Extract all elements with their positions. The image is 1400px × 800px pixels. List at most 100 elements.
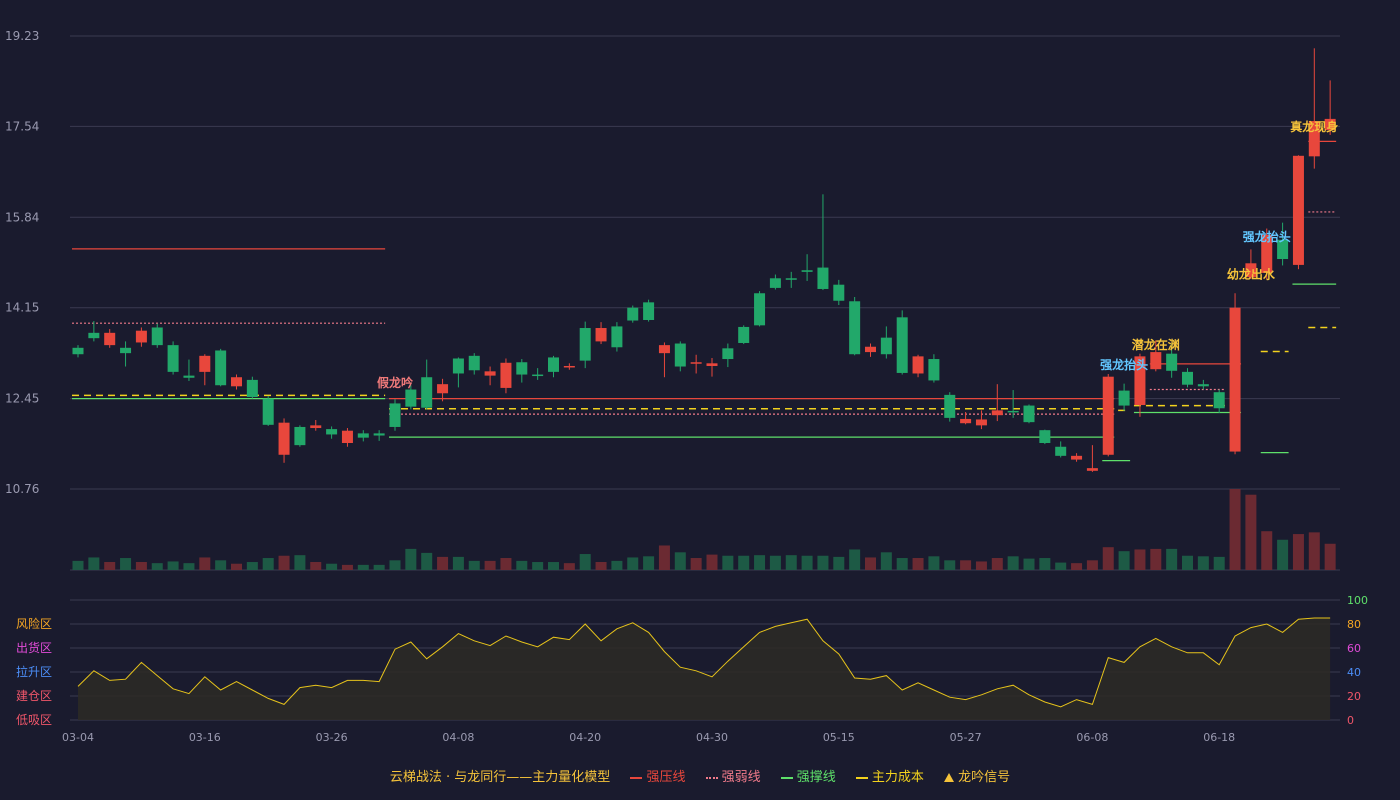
volume-bar	[896, 558, 908, 570]
candle-body	[1071, 455, 1083, 460]
volume-bar	[484, 560, 496, 570]
volume-bar	[135, 562, 147, 570]
volume-bar	[278, 555, 290, 570]
volume-bar	[865, 557, 876, 570]
dashed-line-icon	[855, 776, 868, 779]
volume-bar	[1023, 558, 1035, 570]
candle-body	[1261, 234, 1273, 273]
candle-body	[1245, 263, 1257, 278]
legend-support[interactable]: 强撑线	[780, 766, 836, 785]
legend-signal[interactable]: 龙吟信号	[944, 766, 1010, 785]
candle-body	[246, 379, 258, 398]
candle-body	[1308, 121, 1320, 157]
volume-bar	[151, 563, 163, 570]
candle-body	[373, 433, 385, 436]
volume-bar	[1150, 548, 1162, 570]
volume-bar	[944, 560, 956, 570]
volume-bar	[246, 562, 258, 570]
candle-body	[706, 363, 718, 366]
volume-bar	[1308, 532, 1320, 570]
candle-body	[231, 377, 242, 387]
oscillator-zone-label: 建仓区	[16, 689, 52, 703]
volume-bar	[262, 558, 274, 570]
volume-bar	[1229, 489, 1241, 570]
candle-body	[468, 355, 480, 371]
volume-bar	[183, 563, 195, 570]
legend-strong-pressure[interactable]: 强压线	[630, 766, 685, 785]
candle-body	[326, 429, 338, 435]
volume-bar	[405, 548, 417, 570]
volume-bars	[72, 489, 1336, 570]
volume-bar	[341, 564, 353, 570]
candle-body	[754, 293, 766, 326]
candle-body	[1086, 468, 1098, 471]
volume-bar	[1055, 562, 1067, 570]
volume-bar	[849, 549, 861, 570]
volume-bar	[88, 557, 100, 570]
legend-support-label: 强撑线	[796, 770, 836, 785]
candle-body	[500, 362, 512, 388]
date-tick-label: 06-18	[1203, 731, 1235, 744]
candle-body	[563, 365, 575, 368]
volume-bar	[611, 560, 623, 570]
candle-body	[151, 327, 163, 346]
chart-legend: 云梯战法 · 与龙同行——主力量化模型 强压线 强弱线 强撑线 主力成本 龙吟信…	[0, 766, 1400, 785]
candle-body	[1150, 352, 1162, 370]
volume-bar	[1118, 551, 1130, 570]
volume-bar	[769, 555, 781, 570]
candle-body	[960, 418, 972, 424]
candle-body	[991, 410, 1003, 416]
candle-body	[1292, 155, 1304, 265]
candle-body	[1229, 307, 1241, 452]
candle-body	[437, 384, 449, 394]
candle-body	[199, 355, 211, 372]
volume-bar	[722, 555, 734, 570]
volume-bar	[801, 555, 813, 570]
volume-bar	[1292, 534, 1304, 570]
volume-bar	[1102, 547, 1114, 570]
candle-body	[1197, 384, 1209, 387]
legend-main-cost-label: 主力成本	[871, 770, 924, 785]
candle-body	[579, 328, 591, 361]
oscillator-tick-label: 20	[1347, 690, 1361, 703]
volume-bar	[754, 555, 766, 570]
candle-body	[341, 430, 353, 444]
candle-body	[1007, 410, 1019, 413]
dotted-line-icon	[705, 776, 718, 779]
candle-body	[1166, 353, 1178, 371]
candle-body	[357, 433, 369, 438]
candle-body	[484, 371, 496, 376]
candle-body	[452, 358, 464, 374]
volume-bar	[1071, 563, 1083, 570]
volume-bar	[1197, 556, 1209, 570]
candle-body	[769, 278, 781, 288]
candle-body	[627, 307, 639, 321]
volume-bar	[516, 560, 528, 570]
volume-bar	[199, 557, 211, 570]
price-axis-labels: 19.23 17.54 15.84 14.15 12.45 10.76	[5, 29, 39, 496]
price-tick-label: 12.45	[5, 392, 39, 406]
candle-body	[88, 332, 100, 339]
candle-body	[880, 337, 892, 355]
date-tick-label: 04-30	[696, 731, 728, 744]
volume-bar	[1324, 543, 1336, 570]
signal-label: 潜龙在渊	[1132, 337, 1180, 352]
candle-body	[785, 278, 797, 280]
volume-bar	[1277, 539, 1289, 570]
legend-weak[interactable]: 强弱线	[705, 766, 761, 785]
price-tick-label: 19.23	[5, 29, 39, 43]
oscillator-area	[78, 618, 1331, 720]
candle-body	[183, 375, 195, 378]
candle-body	[690, 362, 702, 364]
legend-main-cost[interactable]: 主力成本	[855, 766, 924, 785]
volume-bar	[452, 556, 464, 570]
candle-body	[516, 362, 528, 375]
candle-body	[801, 270, 813, 272]
volume-bar	[1007, 556, 1019, 570]
volume-bar	[991, 558, 1003, 570]
candle-body	[310, 425, 322, 429]
volume-bar	[421, 552, 433, 570]
date-axis: 03-04 03-16 03-26 04-08 04-20 04-30 05-15 05-27…	[62, 731, 1235, 744]
volume-bar	[1166, 548, 1178, 570]
